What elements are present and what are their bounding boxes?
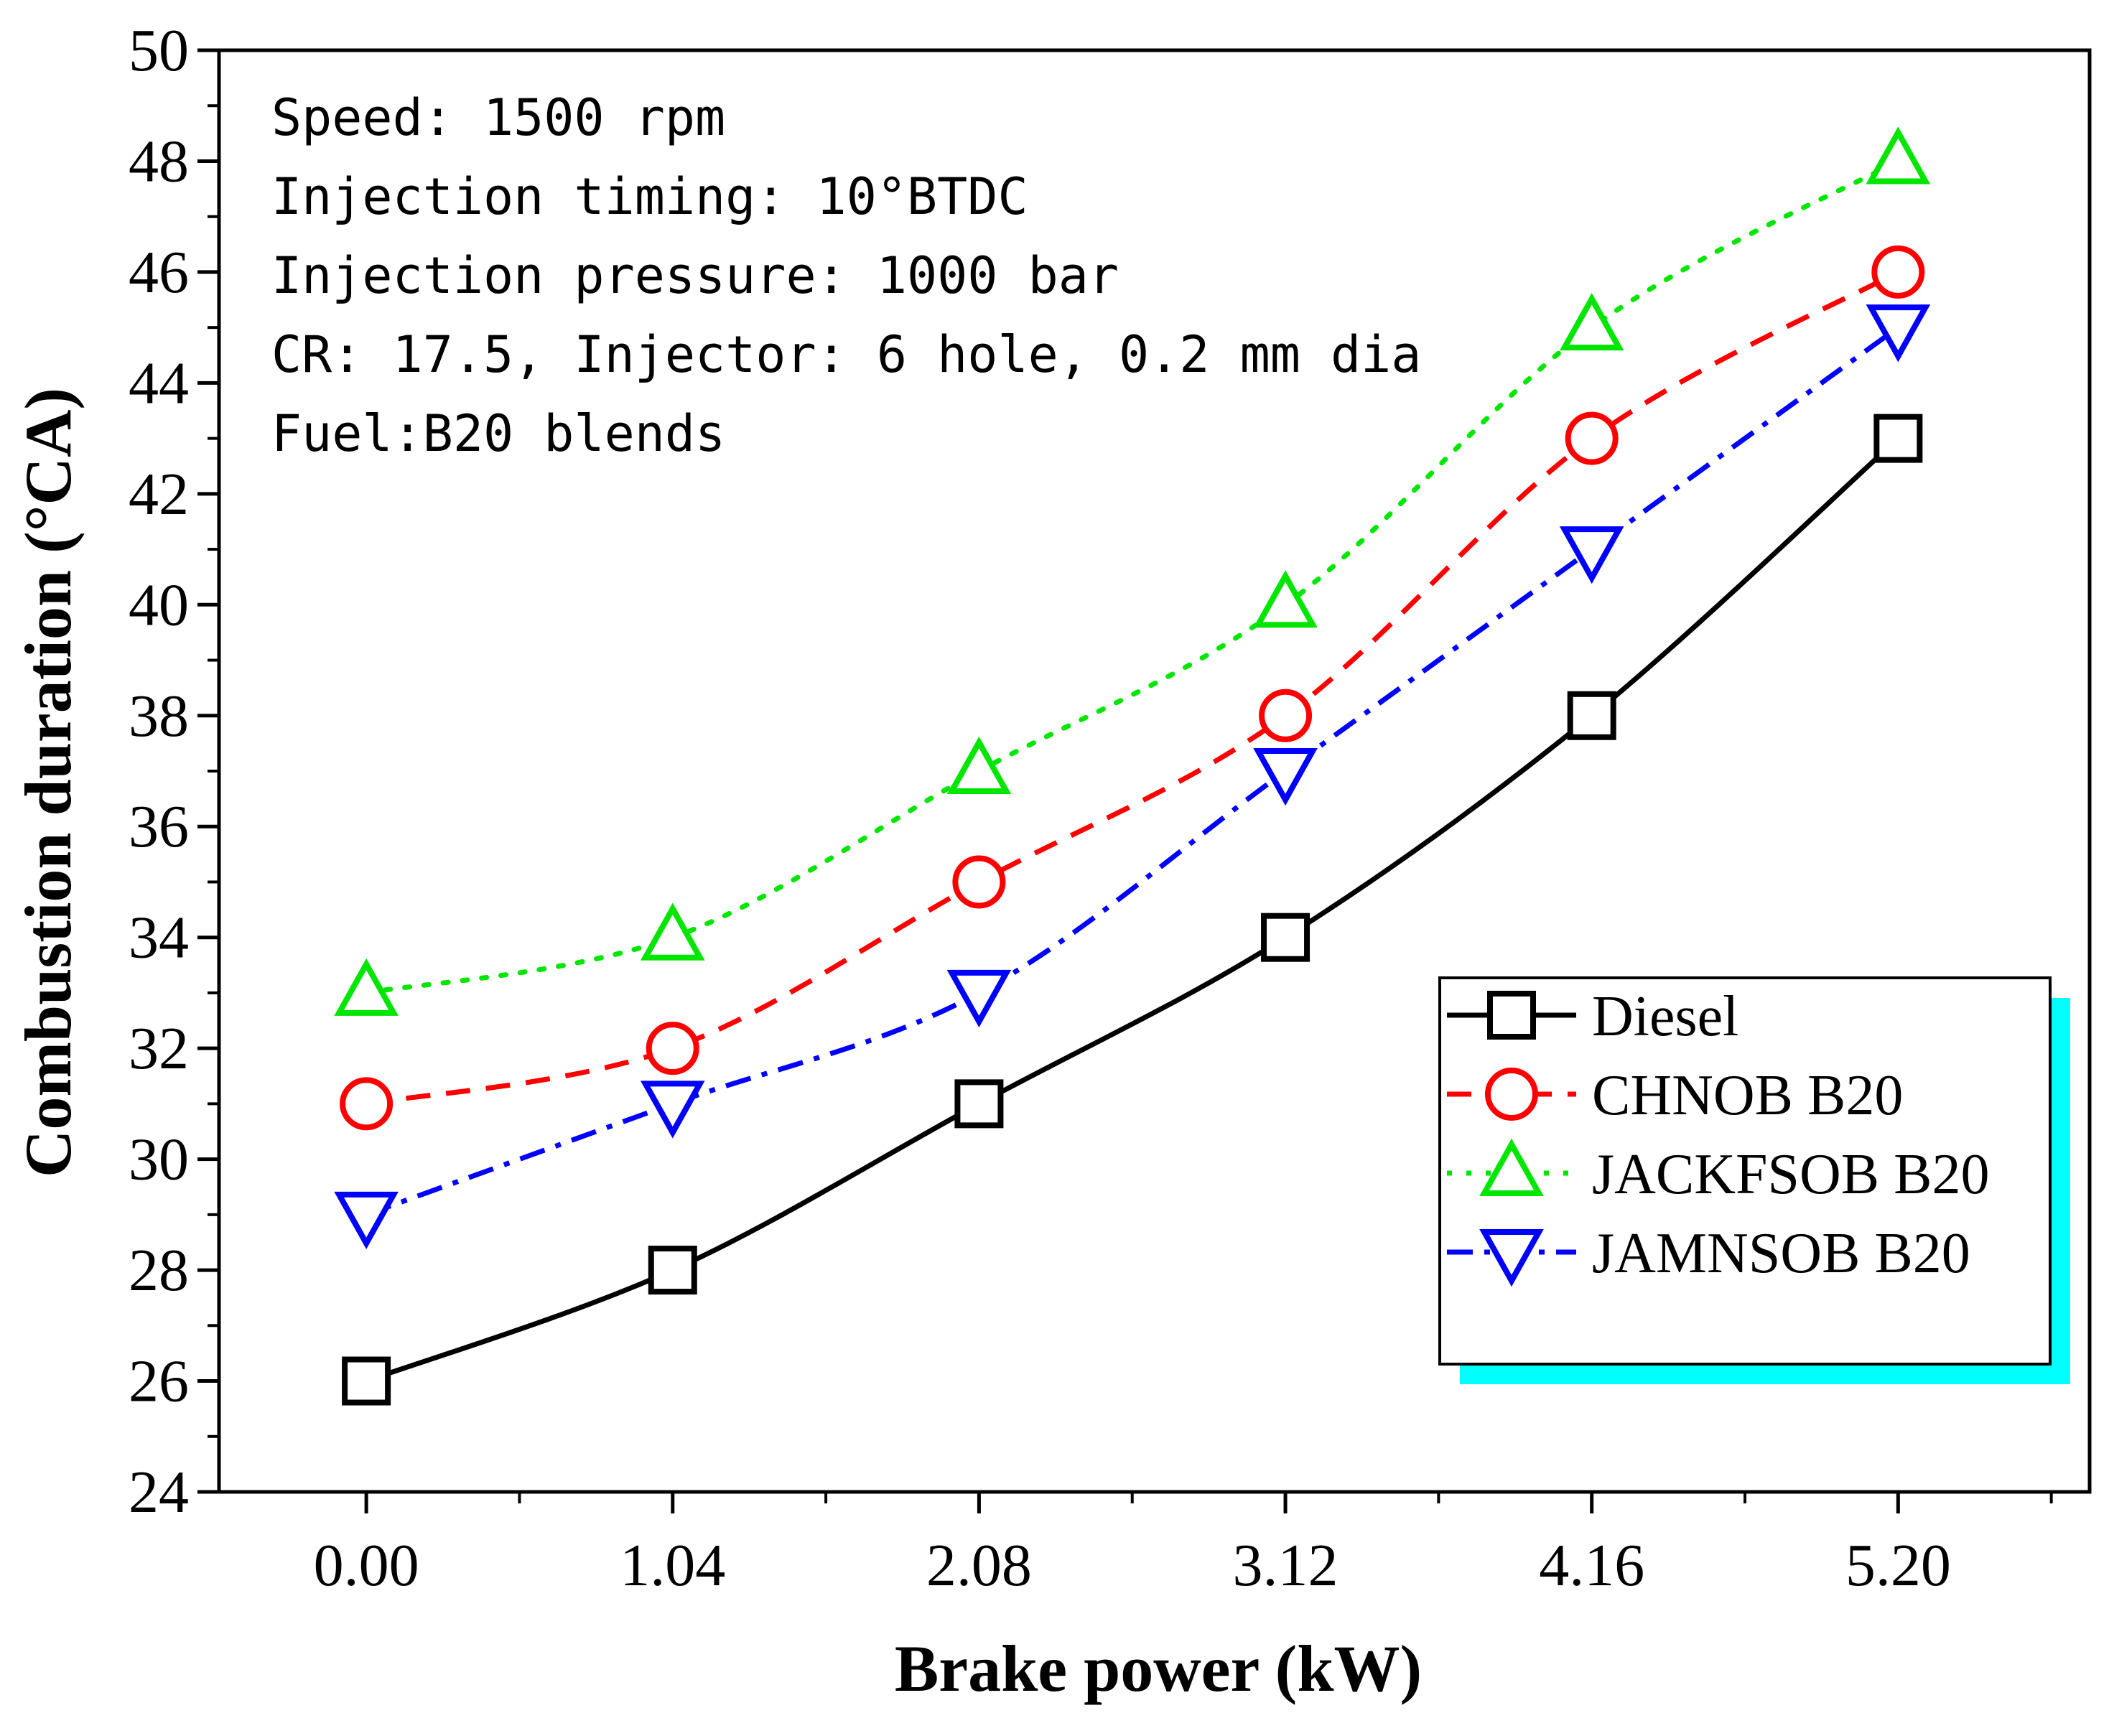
data-point-jackfsob-b20: [1866, 126, 1931, 185]
axis-ticks: 24 26 28 30 32 34 36 38 40 42 44 46 48 50 0.00 1.04 2.08…: [129, 17, 2053, 1599]
data-point-diesel: [342, 1356, 391, 1406]
y-tick-label: 40: [129, 571, 189, 638]
legend-marker-diesel: [1487, 991, 1536, 1040]
legend-label-diesel: Diesel: [1592, 985, 1738, 1048]
y-tick-label: 42: [129, 461, 189, 528]
series-diesel: [342, 414, 1923, 1406]
data-point-jackfsob-b20: [1559, 292, 1624, 351]
data-point-jackfsob-b20: [334, 958, 399, 1016]
y-tick-label: 34: [129, 905, 189, 971]
x-axis-title: Brake power (kW): [895, 1632, 1422, 1705]
y-tick-label: 44: [129, 350, 189, 416]
annotation-fuel: Fuel:B20 blends: [271, 404, 725, 463]
data-point-jamnsob-b20: [1866, 304, 1931, 363]
data-point-chnob-b20: [1565, 411, 1619, 465]
data-point-diesel: [648, 1246, 697, 1295]
annotation-injection-pressure: Injection pressure: 1000 bar: [271, 246, 1119, 305]
y-tick-label: 32: [129, 1015, 189, 1082]
data-point-jamnsob-b20: [1559, 526, 1624, 584]
x-tick-label: 4.16: [1539, 1532, 1644, 1599]
data-point-jamnsob-b20: [1253, 748, 1318, 806]
data-point-chnob-b20: [952, 855, 1006, 909]
legend: Diesel CHNOB B20 JACKFSOB B20 JAMNSOB B20: [1438, 976, 2070, 1384]
y-tick-label: 26: [129, 1348, 189, 1415]
data-point-chnob-b20: [340, 1077, 394, 1131]
data-point-jamnsob-b20: [946, 969, 1012, 1028]
y-tick-label: 48: [129, 128, 189, 195]
data-point-jackfsob-b20: [946, 736, 1012, 794]
y-tick-label: 50: [129, 17, 189, 84]
data-point-diesel: [1873, 414, 1923, 463]
x-tick-label: 0.00: [314, 1532, 419, 1599]
legend-item-jamnsob-b20: JAMNSOB B20: [1447, 1222, 1970, 1287]
legend-item-chnob-b20: CHNOB B20: [1447, 1064, 1903, 1127]
annotation-speed: Speed: 1500 rpm: [271, 88, 725, 147]
legend-label-jamnsob-b20: JAMNSOB B20: [1592, 1222, 1970, 1285]
data-point-jackfsob-b20: [640, 902, 705, 961]
data-point-diesel: [1261, 913, 1310, 962]
legend-item-jackfsob-b20: JACKFSOB B20: [1447, 1138, 1990, 1206]
legend-label-chnob-b20: CHNOB B20: [1592, 1064, 1903, 1127]
annotation-injection-timing: Injection timing: 10°BTDC: [271, 167, 1028, 226]
legend-marker-chnob-b20: [1485, 1068, 1538, 1121]
x-tick-label: 2.08: [926, 1532, 1032, 1599]
legend-item-diesel: Diesel: [1447, 985, 1738, 1048]
data-point-jamnsob-b20: [640, 1081, 705, 1139]
x-tick-label: 1.04: [620, 1532, 725, 1599]
y-axis-title: Combustion duration (°CA): [11, 388, 85, 1177]
y-tick-label: 38: [129, 683, 189, 750]
series-line-diesel: [365, 437, 1900, 1383]
x-tick-label: 5.20: [1845, 1532, 1951, 1599]
data-point-chnob-b20: [646, 1022, 699, 1075]
legend-label-jackfsob-b20: JACKFSOB B20: [1592, 1143, 1990, 1206]
data-point-jamnsob-b20: [334, 1191, 399, 1250]
y-tick-label: 28: [129, 1237, 189, 1304]
series-group: [334, 126, 1931, 1406]
y-tick-label: 24: [129, 1459, 189, 1526]
plot-frame: [217, 48, 2092, 1494]
y-tick-label: 46: [129, 239, 189, 306]
legend-marker-jamnsob-b20: [1479, 1229, 1544, 1287]
data-point-chnob-b20: [1259, 689, 1313, 742]
data-point-chnob-b20: [1871, 245, 1925, 299]
x-tick-label: 3.12: [1233, 1532, 1339, 1599]
data-point-diesel: [1567, 691, 1616, 740]
legend-box: [1438, 976, 2052, 1366]
series-jamnsob-b20: [334, 304, 1931, 1250]
annotation-block: Speed: 1500 rpm Injection timing: 10°BTD…: [271, 88, 1421, 463]
annotation-cr-injector: CR: 17.5, Injector: 6 hole, 0.2 mm dia: [271, 325, 1421, 384]
y-tick-label: 30: [129, 1126, 189, 1193]
data-point-diesel: [954, 1079, 1004, 1129]
y-tick-label: 36: [129, 793, 189, 860]
data-point-jackfsob-b20: [1253, 570, 1318, 628]
legend-marker-jackfsob-b20: [1479, 1138, 1544, 1196]
series-jackfsob-b20: [334, 126, 1931, 1016]
series-line-jamnsob-b20: [365, 325, 1900, 1218]
series-chnob-b20: [340, 245, 1925, 1131]
